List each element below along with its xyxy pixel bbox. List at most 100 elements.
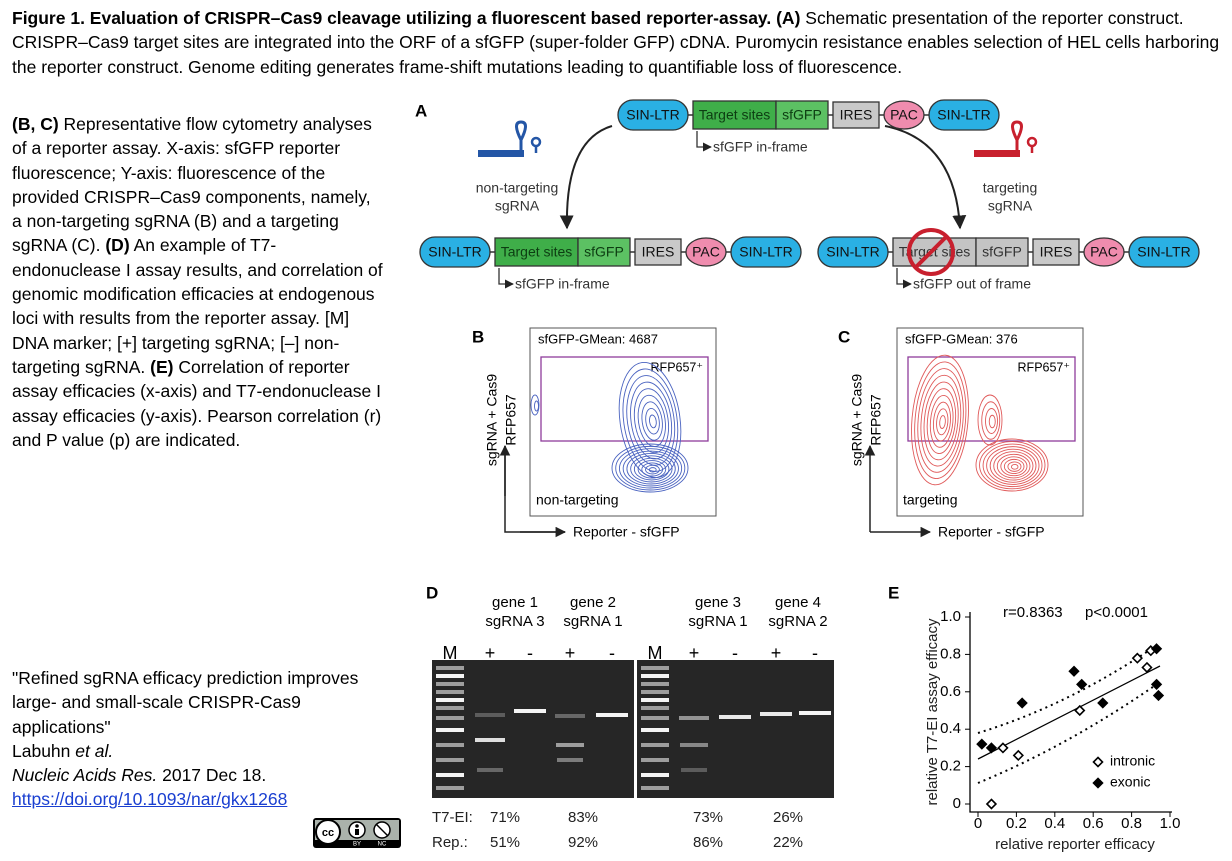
efficacy-value: 92%: [568, 834, 598, 851]
contour: [615, 445, 686, 491]
band: [436, 728, 464, 732]
contour: [645, 407, 660, 435]
efficacy-value: 26%: [773, 809, 803, 826]
band: [641, 690, 669, 694]
caption-left: (B, C) Representative flow cytometry ana…: [12, 112, 384, 452]
point: [1150, 678, 1163, 690]
contour: [986, 446, 1040, 485]
construct: SIN-LTR Target sites sfGFP IRES PAC SIN-LTRsf…: [617, 99, 1000, 155]
element-label: SIN-LTR: [1137, 244, 1190, 260]
contour: [649, 414, 657, 429]
sgrna-icon: [974, 120, 1038, 157]
element-label: sfGFP: [584, 244, 624, 260]
efficacy-value: 86%: [693, 834, 723, 851]
element-label: IRES: [1040, 244, 1073, 260]
band: [641, 716, 669, 720]
contour: [611, 443, 689, 493]
contour: [979, 441, 1046, 490]
y-tick-label: 0.4: [940, 720, 961, 737]
license-badge: cc BY NC: [313, 818, 401, 848]
point: [1131, 652, 1143, 664]
contour: [932, 401, 951, 442]
caption-text: Representative flow cytometry analyses o…: [12, 114, 372, 256]
gene-label: gene 2: [570, 594, 616, 611]
sgrna-label: sgRNA 3: [485, 613, 544, 630]
et-al: et al.: [75, 740, 114, 761]
prohibit-sign: [907, 228, 955, 276]
doi-link[interactable]: https://doi.org/10.1093/nar/gkx1268: [12, 789, 288, 810]
license-text: NC: [378, 842, 387, 848]
citation-title: "Refined sgRNA efficacy prediction impro…: [12, 668, 359, 737]
band: [799, 711, 831, 715]
panel-letter: E: [888, 583, 899, 602]
contour: [1011, 464, 1019, 470]
contour: [923, 381, 959, 461]
caption-text: Schematic presentation of the reporter c…: [12, 8, 1220, 77]
efficacy-value: 22%: [773, 834, 803, 851]
element-label: SIN-LTR: [626, 107, 679, 123]
gel: [637, 660, 834, 798]
construct: SIN-LTR Target sites sfGFP IRES PAC SIN-LTRsf…: [817, 228, 1200, 292]
ltr-element: [928, 99, 1000, 131]
y-tick-label: 0: [953, 795, 961, 812]
contour: [988, 414, 996, 429]
sgrna-label: sgRNA: [988, 198, 1033, 214]
gate: [907, 356, 1076, 442]
contour: [645, 464, 660, 475]
band: [475, 738, 505, 742]
band: [641, 682, 669, 686]
efficacy-value: 71%: [490, 809, 520, 826]
confidence-band: [977, 681, 1161, 784]
band: [436, 758, 464, 762]
arrow: [559, 125, 613, 230]
element-label: PAC: [890, 107, 918, 123]
point: [976, 738, 988, 750]
contour: [920, 374, 962, 467]
element-label: sfGFP: [782, 107, 822, 123]
element-label: SIN-LTR: [428, 244, 481, 260]
band: [760, 712, 792, 716]
band: [477, 768, 503, 772]
author: Labuhn: [12, 740, 71, 761]
ires-element: [832, 101, 880, 129]
ires-element: [1032, 238, 1080, 266]
lane-label: +: [485, 643, 496, 663]
contour: [626, 453, 676, 485]
legend-label: exonic: [1110, 774, 1150, 790]
row-label: Rep.:: [432, 834, 468, 851]
stat-label: sfGFP-GMean: 4687: [538, 331, 658, 346]
journal: Nucleic Acids Res.: [12, 765, 158, 786]
frame-arrow: [498, 268, 514, 289]
band: [436, 674, 464, 678]
gel: [432, 660, 634, 798]
contour: [926, 388, 957, 454]
contour: [637, 460, 667, 479]
contour: [633, 388, 669, 454]
element-label: PAC: [692, 244, 720, 260]
lane-label: -: [732, 643, 738, 663]
plot-frame: [896, 327, 1084, 517]
element-label: SIN-LTR: [739, 244, 792, 260]
row-label: T7-EI:: [432, 809, 473, 826]
band: [641, 698, 669, 702]
panel-letter: B: [472, 327, 484, 346]
pac-element: [1083, 237, 1125, 267]
sgrna-label: non-targeting: [476, 180, 559, 196]
x-tick-label: 0.4: [1044, 815, 1065, 832]
confidence-band: [977, 642, 1161, 734]
contour: [534, 400, 539, 412]
contour: [981, 401, 1001, 440]
band: [641, 674, 669, 678]
sgrna-label: targeting: [983, 180, 1037, 196]
ltr-element: [817, 236, 889, 268]
pac-element: [685, 237, 727, 267]
regression-line: [977, 665, 1161, 760]
y-tick-label: 0.2: [940, 758, 961, 775]
band: [436, 716, 464, 720]
point: [985, 742, 998, 754]
efficacy-value: 51%: [490, 834, 520, 851]
contour: [993, 451, 1034, 481]
axis-arrow: [504, 446, 565, 533]
